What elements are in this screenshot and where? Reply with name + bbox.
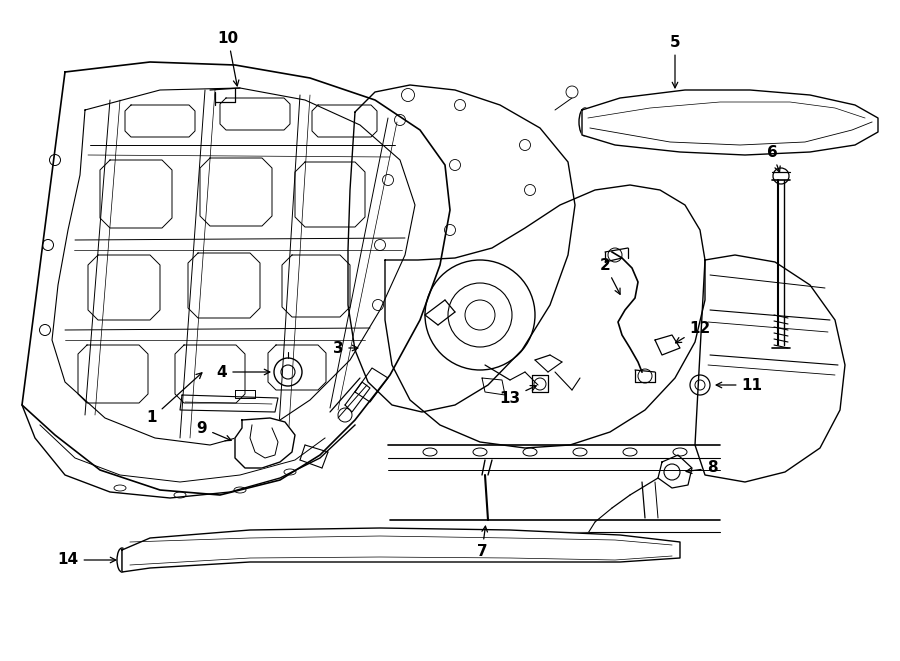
Text: 3: 3: [333, 340, 358, 356]
Polygon shape: [348, 85, 575, 412]
Polygon shape: [22, 62, 450, 495]
Text: 9: 9: [197, 420, 231, 441]
Polygon shape: [385, 185, 705, 448]
Text: 1: 1: [147, 373, 202, 426]
Text: 14: 14: [58, 553, 116, 568]
Text: 11: 11: [716, 377, 762, 393]
Text: 2: 2: [599, 258, 620, 294]
Text: 6: 6: [767, 145, 780, 172]
Text: 4: 4: [217, 364, 270, 379]
Polygon shape: [695, 255, 845, 482]
Text: 10: 10: [218, 30, 238, 86]
Polygon shape: [235, 418, 295, 468]
Text: 5: 5: [670, 34, 680, 88]
Polygon shape: [122, 528, 680, 572]
Polygon shape: [582, 90, 878, 155]
Text: 7: 7: [477, 526, 488, 559]
Text: 13: 13: [500, 385, 536, 405]
Text: 12: 12: [676, 321, 711, 343]
Text: 8: 8: [686, 461, 717, 475]
